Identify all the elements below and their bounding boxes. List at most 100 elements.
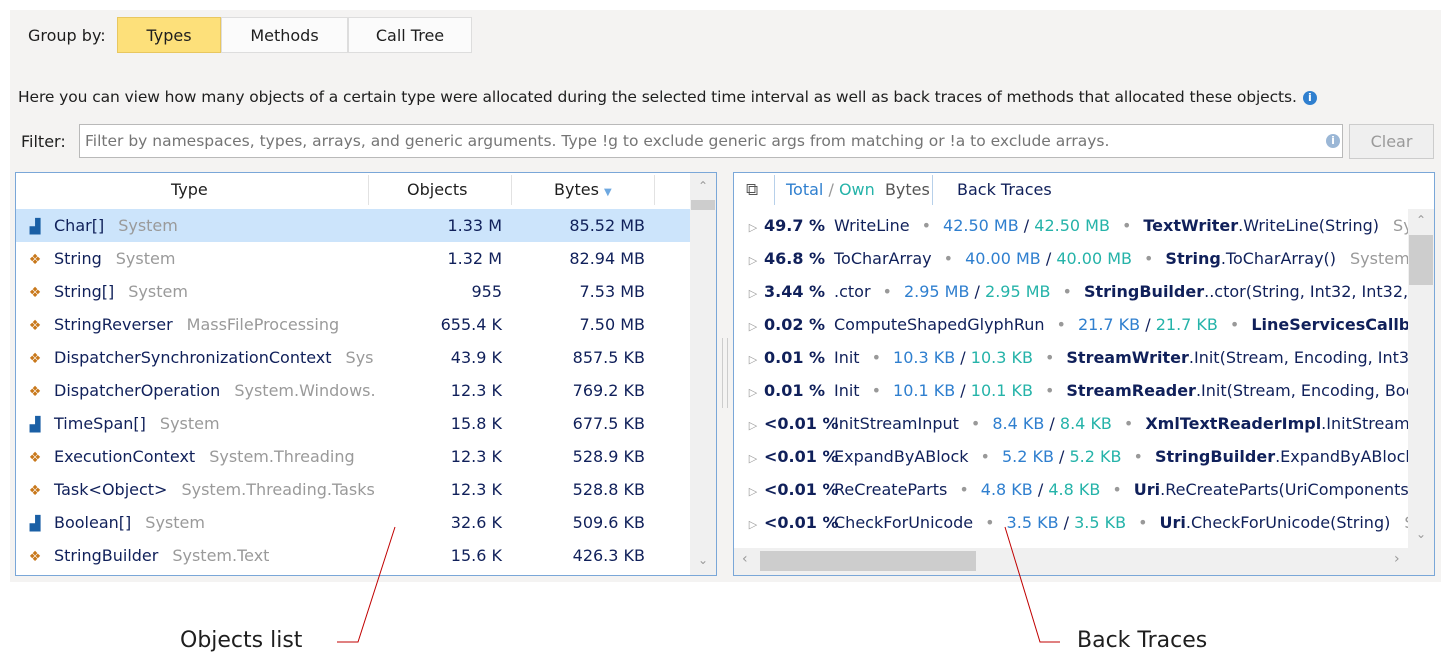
sort-desc-icon: ▼: [604, 187, 612, 198]
trace-row[interactable]: ▷ 0.01 % Init • 10.1 KB / 10.1 KB • StreamRead…: [734, 374, 1408, 407]
separator-dot: •: [1133, 447, 1143, 466]
expand-arrow-icon[interactable]: ▷: [748, 419, 758, 432]
back-traces-title: Back Traces: [957, 180, 1052, 199]
info-icon[interactable]: i: [1302, 91, 1317, 105]
class-name: StreamReader: [1066, 381, 1196, 400]
trace-row[interactable]: ▷ <0.01 %ExpandByABlock • 5.2 KB / 5.2 KB • S…: [734, 440, 1408, 473]
method-name: ComputeShapedGlyphRun: [834, 315, 1045, 334]
expand-all-icon[interactable]: ⧉: [746, 180, 759, 200]
total-bytes: 5.2 KB: [1001, 447, 1054, 466]
object-row[interactable]: ❖ DispatcherOperation System.Windows. 12.3 …: [16, 374, 690, 407]
traces-horizontal-scrollbar[interactable]: ‹ ›: [734, 548, 1434, 575]
expand-arrow-icon[interactable]: ▷: [748, 320, 758, 333]
filter-info-icon[interactable]: i: [1326, 134, 1340, 148]
percent: <0.01 %: [764, 414, 839, 433]
percent: 0.01 %: [764, 348, 826, 367]
scroll-up-icon[interactable]: ⌃: [698, 179, 709, 193]
scroll-down-icon[interactable]: ⌄: [698, 553, 709, 567]
array-type-icon: ▟: [29, 516, 41, 532]
scroll-down-icon[interactable]: ⌄: [1416, 527, 1427, 541]
object-row[interactable]: ❖ Task<Object> System.Threading.Tasks 12.3 …: [16, 473, 690, 506]
expand-arrow-icon[interactable]: ▷: [748, 287, 758, 300]
trace-row[interactable]: ▷ 0.02 % ComputeShapedGlyphRun • 21.7 KB / 2…: [734, 308, 1408, 341]
scroll-right-icon[interactable]: ›: [1394, 551, 1400, 567]
percent: 3.44 %: [764, 282, 826, 301]
expand-arrow-icon[interactable]: ▷: [748, 485, 758, 498]
objects-count: 1.33 M: [447, 216, 502, 235]
column-type[interactable]: Type: [171, 180, 208, 199]
trace-row[interactable]: ▷ 0.01 % Init • 10.3 KB / 10.3 KB • StreamWrit…: [734, 341, 1408, 374]
trace-row[interactable]: ▷ 49.7 % WriteLine • 42.50 MB / 42.50 MB • Tex…: [734, 209, 1408, 242]
separator-dot: •: [1062, 282, 1072, 301]
splitter-handle[interactable]: [722, 338, 728, 408]
column-bytes[interactable]: Bytes ▼: [554, 173, 612, 210]
total-own-toggle[interactable]: Total / Own Bytes: [786, 173, 930, 207]
object-row[interactable]: ❖ String System 1.32 M 82.94 MB: [16, 242, 690, 275]
column-objects[interactable]: Objects: [407, 180, 468, 199]
class-name: LineServicesCallbacks: [1251, 315, 1408, 334]
class-name: XmlTextReaderImpl: [1145, 414, 1322, 433]
trace-row[interactable]: ▷ <0.01 %InitStreamInput • 8.4 KB / 8.4 KB •…: [734, 407, 1408, 440]
h-scroll-thumb[interactable]: [760, 551, 976, 571]
scroll-left-icon[interactable]: ‹: [742, 551, 748, 567]
class-name: Uri: [1159, 513, 1186, 532]
trace-row[interactable]: ▷ 46.8 % ToCharArray • 40.00 MB / 40.00 MB • S…: [734, 242, 1408, 275]
object-row[interactable]: ❖ StringBuilder System.Text 15.6 K 426.3 KB: [16, 539, 690, 572]
signature: .ExpandByABlock(Int: [1275, 447, 1408, 466]
class-name: TextWriter: [1143, 216, 1239, 235]
object-row[interactable]: ❖ ExecutionContext System.Threading 12.3 K 5…: [16, 440, 690, 473]
object-row[interactable]: ❖ StringReverser MassFileProcessing 655.4 K…: [16, 308, 690, 341]
separator-dot: •: [1121, 216, 1132, 235]
method-name: .ctor: [834, 282, 871, 301]
expand-arrow-icon[interactable]: ▷: [748, 353, 758, 366]
total-bytes: 21.7 KB: [1077, 315, 1141, 334]
object-row[interactable]: ▟ Char[] System 1.33 M 85.52 MB: [16, 209, 690, 242]
signature: .Init(Stream, Encoding, Boolean,: [1195, 381, 1408, 400]
signature: .ToCharArray(): [1220, 249, 1337, 268]
namespace: Sys: [345, 348, 374, 367]
own-bytes: 21.7 KB: [1155, 315, 1218, 334]
objects-count: 955: [471, 282, 502, 301]
namespace: System: [118, 216, 178, 235]
group-methods-button[interactable]: Methods: [221, 17, 348, 53]
total-bytes: 10.3 KB: [893, 348, 956, 367]
type-name: ExecutionContext: [54, 447, 196, 466]
object-row[interactable]: ▟ Boolean[] System 32.6 K 509.6 KB: [16, 506, 690, 539]
object-row[interactable]: ❖ DispatcherSynchronizationContext Sys 43.9…: [16, 341, 690, 374]
separator-dot: •: [1229, 315, 1240, 334]
group-types-button[interactable]: Types: [117, 17, 221, 53]
scroll-thumb[interactable]: [1409, 235, 1433, 285]
object-row[interactable]: ▟ TimeSpan[] System 15.8 K 677.5 KB: [16, 407, 690, 440]
traces-vertical-scrollbar[interactable]: ⌃ ⌄: [1408, 209, 1434, 548]
namespace: System: [115, 249, 176, 268]
total-bytes: 10.1 KB: [893, 381, 956, 400]
expand-arrow-icon[interactable]: ▷: [748, 452, 758, 465]
object-row[interactable]: ❖ String[] System 955 7.53 MB: [16, 275, 690, 308]
expand-arrow-icon[interactable]: ▷: [748, 386, 758, 399]
method-name: Init: [834, 348, 860, 367]
filter-input[interactable]: [79, 124, 1343, 158]
objects-vertical-scrollbar[interactable]: ⌃ ⌄: [690, 173, 716, 575]
description: Here you can view how many objects of a …: [18, 88, 1317, 106]
expand-arrow-icon[interactable]: ▷: [748, 221, 758, 234]
separator-dot: •: [1138, 513, 1148, 532]
group-call-tree-button[interactable]: Call Tree: [348, 17, 472, 53]
total-label: Total: [786, 180, 824, 199]
trace-row[interactable]: ▷ <0.01 %CheckForUnicode • 3.5 KB / 3.5 KB •…: [734, 506, 1408, 539]
objects-header: Type Objects Bytes ▼: [16, 173, 716, 207]
trace-row[interactable]: ▷ 3.44 % .ctor • 2.95 MB / 2.95 MB • StringBui…: [734, 275, 1408, 308]
expand-arrow-icon[interactable]: ▷: [748, 254, 758, 267]
scroll-thumb[interactable]: [691, 200, 715, 210]
method-name: CheckForUnicode: [834, 513, 974, 532]
trace-row[interactable]: ▷ <0.01 %ReCreateParts • 4.8 KB / 4.8 KB • Ur…: [734, 473, 1408, 506]
scroll-up-icon[interactable]: ⌃: [1416, 213, 1427, 227]
type-name: StringBuilder: [54, 546, 159, 565]
separator-dot: •: [1143, 249, 1154, 268]
total-bytes: 4.8 KB: [980, 480, 1033, 499]
expand-arrow-icon[interactable]: ▷: [748, 518, 758, 531]
slash: /: [1058, 513, 1075, 532]
percent: 46.8 %: [764, 249, 826, 268]
method-name: ReCreateParts: [834, 480, 948, 499]
clear-button[interactable]: Clear: [1349, 124, 1434, 159]
